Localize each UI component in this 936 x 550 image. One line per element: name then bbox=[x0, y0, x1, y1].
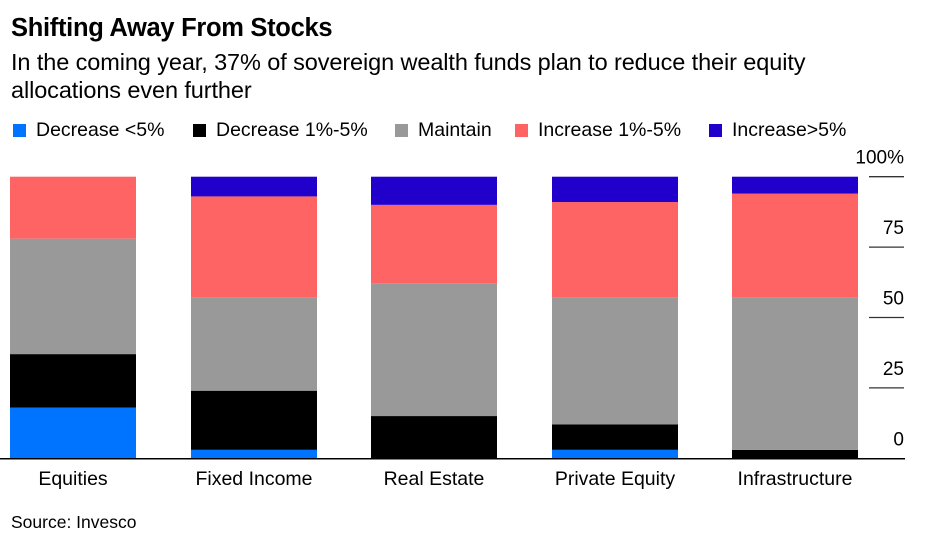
bar-stack-fixed-income bbox=[191, 176, 317, 459]
source-note: Source: Invesco bbox=[11, 512, 137, 532]
chart-subtitle: In the coming year, 37% of sovereign wea… bbox=[11, 49, 806, 103]
bar-segment-infrastructure-maintain bbox=[732, 297, 858, 450]
x-tick-label-fixed-income: Fixed Income bbox=[195, 468, 312, 490]
chart-title: Shifting Away From Stocks bbox=[11, 14, 333, 42]
legend-swatch-increase-1-5 bbox=[515, 123, 528, 137]
y-tick-label-75: 75 bbox=[883, 218, 904, 239]
legend-label-increase-gt5: Increase>5% bbox=[732, 118, 847, 141]
legend-swatch-increase-gt5 bbox=[709, 123, 722, 137]
bar-segment-private-equity-decrease-5 bbox=[552, 449, 678, 459]
legend-item-increase-gt5: Increase>5% bbox=[709, 119, 846, 141]
y-tick-label-25: 25 bbox=[883, 359, 904, 380]
legend-item-maintain: Maintain bbox=[395, 119, 492, 141]
legend-label-increase-1-5: Increase 1%-5% bbox=[538, 118, 682, 141]
bar-segment-real-estate-increase-5 bbox=[371, 176, 497, 205]
bar-segment-equities-maintain bbox=[10, 238, 136, 355]
legend-swatch-decrease-1-5 bbox=[193, 123, 206, 137]
bar-segment-real-estate-maintain bbox=[371, 283, 497, 417]
legend-item-increase-1-5: Increase 1%-5% bbox=[515, 119, 681, 141]
x-tick-label-private-equity: Private Equity bbox=[555, 468, 676, 490]
y-tick-label-50: 50 bbox=[883, 289, 904, 310]
bar-segment-infrastructure-increase-1-5 bbox=[732, 193, 858, 298]
bar-segment-equities-decrease-5 bbox=[10, 407, 136, 459]
legend-item-decrease-lt5: Decrease <5% bbox=[13, 119, 164, 141]
x-tick-label-infrastructure: Infrastructure bbox=[738, 468, 853, 490]
bar-segment-infrastructure-decrease-1-5 bbox=[732, 449, 858, 459]
x-tick-label-real-estate: Real Estate bbox=[384, 468, 485, 490]
stacked-bar-chart: 0 25 50 75 100% Equities Fixed Income Real Est… bbox=[0, 148, 905, 490]
bar-segment-fixed-income-increase-5 bbox=[191, 176, 317, 197]
bar-segment-fixed-income-increase-1-5 bbox=[191, 196, 317, 298]
legend-label-decrease-1-5: Decrease 1%-5% bbox=[216, 118, 368, 141]
legend-label-maintain: Maintain bbox=[418, 118, 492, 141]
category-labels: Equities Fixed Income Real Estate Private E… bbox=[38, 468, 852, 490]
bar-segment-real-estate-decrease-1-5 bbox=[371, 416, 497, 459]
legend-item-decrease-1-5: Decrease 1%-5% bbox=[193, 119, 368, 141]
bar-segment-fixed-income-maintain bbox=[191, 297, 317, 391]
bar-segment-equities-increase-1-5 bbox=[10, 176, 136, 239]
bar-segment-fixed-income-decrease-1-5 bbox=[191, 390, 317, 450]
bar-stack-private-equity bbox=[552, 176, 678, 459]
x-tick-label-equities: Equities bbox=[38, 468, 108, 490]
bars-group bbox=[10, 176, 858, 459]
y-tick-label-100: 100% bbox=[855, 148, 904, 169]
bar-segment-real-estate-increase-1-5 bbox=[371, 204, 497, 284]
bar-segment-private-equity-increase-5 bbox=[552, 176, 678, 203]
bar-stack-real-estate bbox=[371, 176, 497, 459]
legend-label-decrease-lt5: Decrease <5% bbox=[36, 118, 165, 141]
bar-segment-private-equity-increase-1-5 bbox=[552, 202, 678, 298]
y-tick-label-0: 0 bbox=[893, 429, 904, 450]
legend-swatch-decrease-lt5 bbox=[13, 123, 26, 137]
bar-stack-equities bbox=[10, 176, 136, 459]
bar-segment-fixed-income-decrease-5 bbox=[191, 449, 317, 459]
y-axis: 0 25 50 75 100% bbox=[0, 148, 905, 460]
bar-stack-infrastructure bbox=[732, 176, 858, 459]
bar-segment-infrastructure-increase-5 bbox=[732, 176, 858, 194]
bar-segment-private-equity-maintain bbox=[552, 297, 678, 425]
legend-swatch-maintain bbox=[395, 123, 408, 137]
bar-segment-equities-decrease-1-5 bbox=[10, 354, 136, 408]
bar-segment-private-equity-decrease-1-5 bbox=[552, 424, 678, 450]
